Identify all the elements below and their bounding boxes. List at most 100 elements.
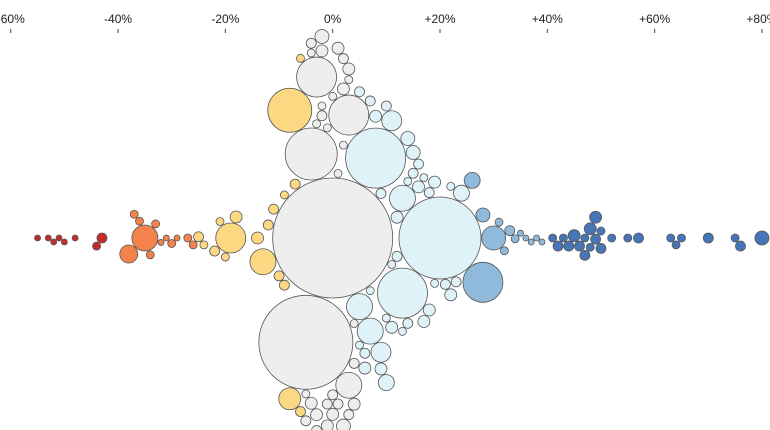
bubble (296, 53, 305, 63)
x-tick-label: -40% (104, 12, 132, 26)
bubble (258, 294, 354, 390)
x-tick-label: +80% (746, 12, 770, 26)
bubble (328, 94, 370, 136)
bubble (344, 75, 354, 85)
bubble (167, 239, 177, 248)
bubble (607, 233, 617, 243)
bubble (311, 425, 322, 430)
bubble (377, 267, 428, 319)
bubble (305, 37, 317, 49)
bubble (623, 233, 633, 243)
bubble (335, 371, 363, 399)
bubble (119, 244, 139, 264)
bubble (34, 234, 41, 242)
bubble (188, 240, 198, 250)
bubble (428, 175, 442, 189)
bubble (583, 222, 597, 236)
bubble (339, 140, 348, 150)
bubble (338, 53, 349, 64)
bubble (349, 319, 359, 328)
bubble (735, 240, 746, 252)
bubble (381, 110, 403, 132)
bubble (389, 184, 416, 212)
bubble (304, 396, 318, 410)
bubble (193, 231, 204, 243)
bubble (346, 293, 373, 321)
bubble (585, 242, 595, 252)
bubble (499, 246, 509, 256)
bubble (342, 62, 356, 76)
bubble (151, 219, 161, 229)
bubble (331, 41, 345, 55)
bubble (326, 407, 340, 421)
bubble (462, 261, 504, 303)
bubble (306, 48, 316, 58)
bubble (215, 222, 247, 254)
bubble (666, 233, 676, 243)
bubble (510, 234, 520, 244)
bubble (595, 242, 607, 254)
bubble (504, 225, 516, 237)
bubble (403, 176, 413, 186)
bubble (589, 210, 603, 224)
bubble (315, 44, 329, 58)
bubble (522, 234, 530, 242)
x-tick-label: +40% (532, 12, 563, 26)
bubble (574, 240, 585, 252)
bubble (391, 250, 403, 262)
bubble (300, 415, 312, 427)
bubble (173, 234, 181, 242)
bubble (289, 178, 301, 190)
bubble (444, 288, 458, 302)
bubble (398, 327, 407, 336)
bubble (44, 234, 52, 242)
bubble (450, 276, 462, 288)
bubble (377, 374, 395, 392)
bubble (162, 234, 170, 242)
bubble (580, 233, 590, 243)
bubble (145, 250, 155, 260)
bubble (272, 177, 394, 299)
bubble (199, 240, 209, 250)
bubble (400, 131, 416, 146)
bubble (423, 187, 435, 198)
bubble (348, 358, 360, 369)
bubble (559, 233, 568, 243)
bubble (527, 238, 535, 246)
bubble (320, 419, 334, 430)
bubble (430, 278, 440, 288)
bubble (312, 119, 321, 129)
bubble (317, 101, 327, 111)
bubble (365, 286, 375, 296)
bubble (316, 110, 328, 122)
bubble (538, 238, 546, 246)
bubble (215, 217, 225, 226)
bubble (374, 362, 388, 376)
bubble (55, 234, 63, 242)
bubble (517, 229, 524, 237)
bubble (135, 216, 144, 226)
bubble (413, 158, 424, 170)
bubble (129, 209, 139, 219)
bubble (481, 225, 507, 251)
bubble (96, 232, 108, 244)
bubble (249, 248, 277, 276)
bubble (296, 56, 337, 98)
bubble (533, 234, 540, 242)
bubble (405, 145, 421, 160)
bubble (453, 184, 470, 202)
bubble (301, 389, 311, 399)
bubble (314, 29, 330, 44)
bubble (356, 317, 384, 345)
bubble (370, 341, 392, 363)
bubble (552, 240, 564, 252)
bubble (60, 238, 68, 246)
bubble (422, 303, 436, 317)
bubble (347, 397, 361, 411)
bubble (677, 233, 686, 243)
bubble (262, 219, 274, 231)
bubble (596, 226, 606, 236)
bubble (337, 82, 350, 96)
bubble (358, 361, 372, 375)
